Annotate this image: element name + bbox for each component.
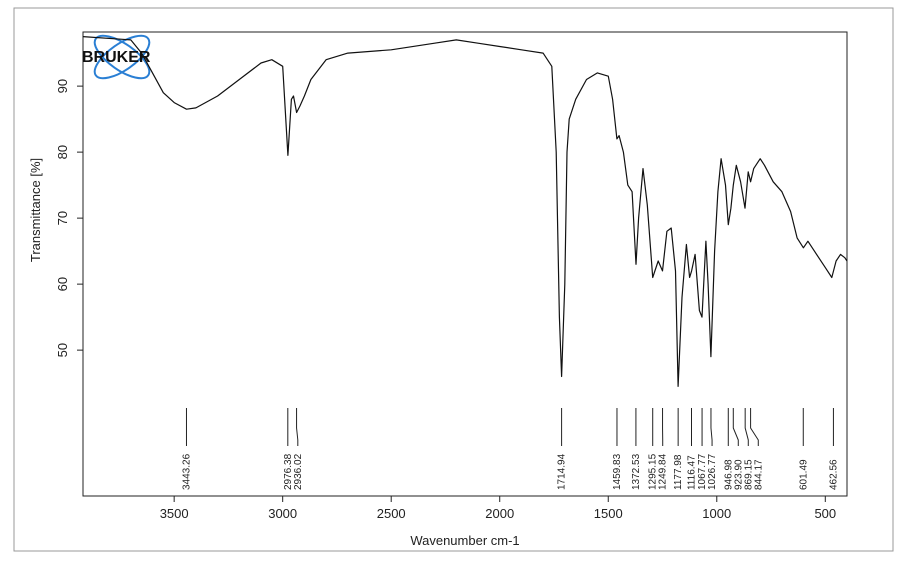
logo: BRUKER (82, 34, 151, 80)
peak-label: 1249.84 (658, 453, 669, 490)
x-tick-label: 500 (814, 506, 836, 521)
peak-marker (296, 408, 299, 446)
plot-area (82, 31, 848, 497)
y-tick-label: 50 (55, 343, 70, 357)
peak-label: 946.98 (723, 459, 734, 490)
x-tick-label: 1500 (594, 506, 623, 521)
peak-label: 1295.15 (648, 453, 659, 490)
peak-label: 1116.47 (686, 455, 697, 490)
peak-label: 1714.94 (557, 453, 568, 490)
peak-label: 1067.77 (697, 453, 708, 490)
peak-label: 1026.77 (707, 453, 718, 490)
peak-marker (744, 408, 749, 446)
logo-text: BRUKER (82, 49, 151, 66)
peak-label: 1177.98 (673, 454, 684, 490)
x-axis-label: Wavenumber cm-1 (410, 533, 519, 548)
x-tick-label: 2500 (377, 506, 406, 521)
peak-label: 1459.83 (612, 453, 623, 490)
peak-label: 2976.38 (283, 453, 294, 490)
peak-marker (710, 408, 713, 446)
peak-label: 1372.53 (631, 453, 642, 490)
peak-label: 869.15 (743, 459, 754, 490)
y-axis-label: Transmittance [%] (28, 158, 43, 262)
peak-label: 923.90 (733, 459, 744, 490)
x-tick-label: 3000 (268, 506, 297, 521)
frame (13, 7, 894, 552)
peak-label: 3443.26 (181, 453, 192, 490)
spectrum-line (82, 36, 848, 387)
peak-marker (732, 408, 739, 446)
peak-label: 2936.02 (293, 453, 304, 490)
x-tick-label: 3500 (160, 506, 189, 521)
peak-marker (750, 408, 759, 446)
x-tick-label: 2000 (485, 506, 514, 521)
x-tick-label: 1000 (702, 506, 731, 521)
y-tick-label: 80 (55, 145, 70, 159)
y-tick-label: 90 (55, 79, 70, 93)
peak-label: 844.17 (753, 459, 764, 490)
peak-label: 462.56 (828, 459, 839, 490)
peak-label: 601.49 (798, 459, 809, 490)
y-tick-label: 70 (55, 211, 70, 225)
y-tick-label: 60 (55, 277, 70, 291)
